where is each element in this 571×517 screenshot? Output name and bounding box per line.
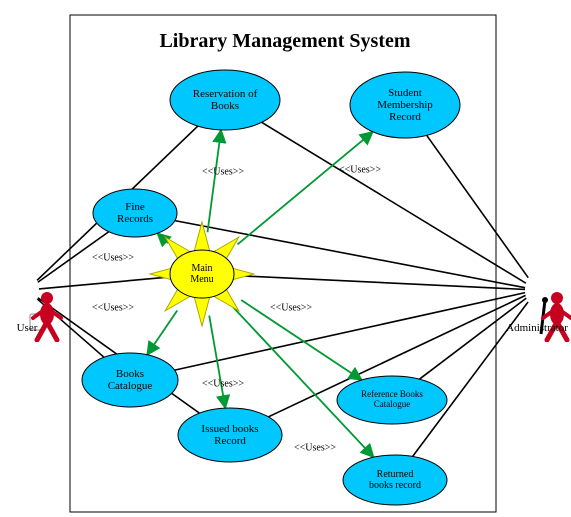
actor-user-label: User xyxy=(17,322,38,334)
diagram-title: Library Management System xyxy=(159,30,410,53)
actor-admin-label: Administrator xyxy=(506,322,568,334)
library-uml-diagram: { "diagram": { "type": "uml-use-case", "… xyxy=(0,0,571,517)
diagram-canvas xyxy=(0,0,571,517)
